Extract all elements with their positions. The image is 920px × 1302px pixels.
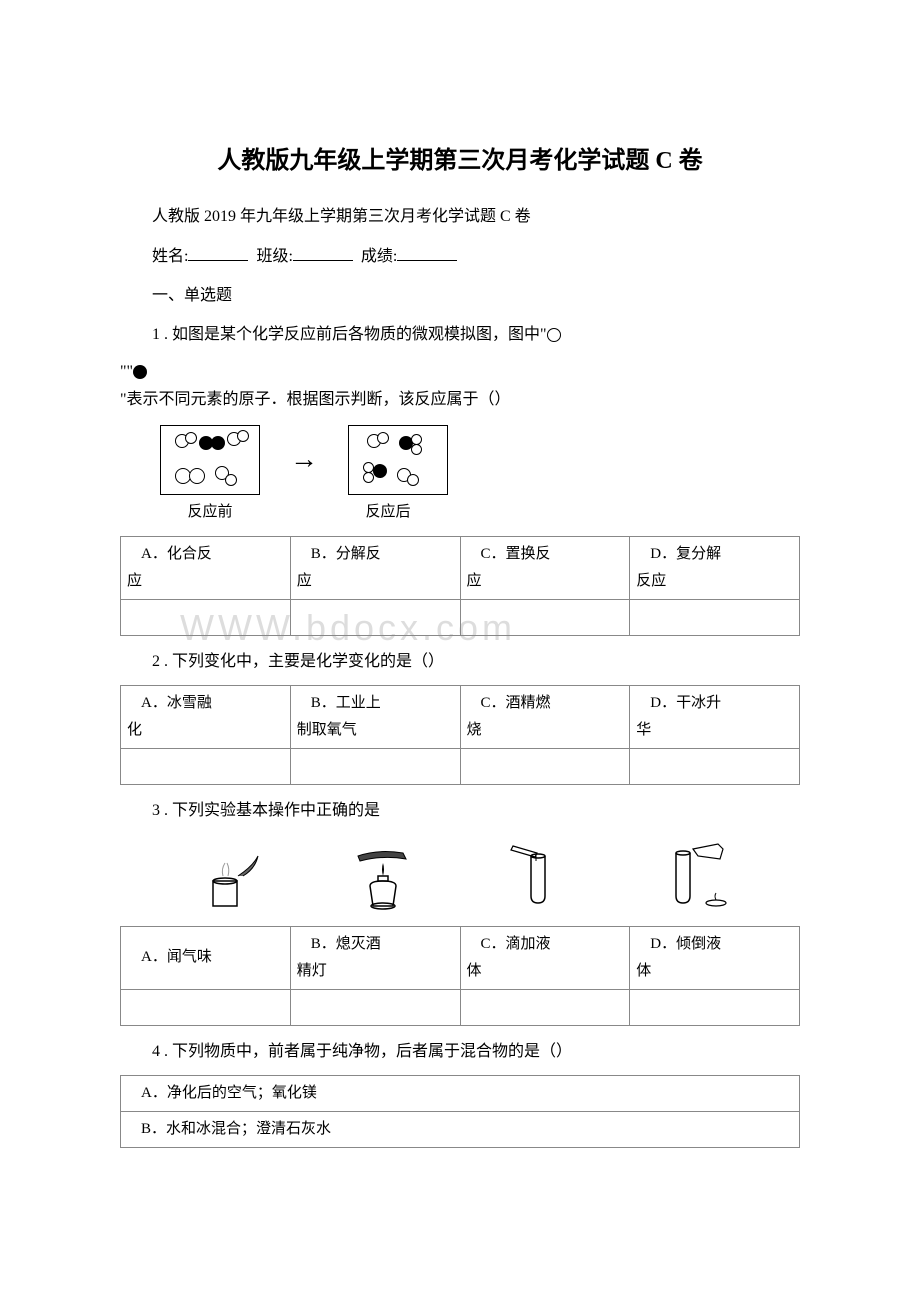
q4-stem: 4 . 下列物质中，前者属于纯净物，后者属于混合物的是（） xyxy=(120,1038,800,1067)
form-line: 姓名: 班级: 成绩: xyxy=(120,242,800,272)
q3-opt-b: B．熄灭酒精灯 xyxy=(290,926,460,989)
name-blank xyxy=(188,242,248,261)
reaction-diagram: → xyxy=(160,425,800,495)
score-label: 成绩: xyxy=(361,248,397,265)
diagram-labels: 反应前 反应后 xyxy=(160,499,800,526)
pour-liquid-icon xyxy=(648,841,738,911)
q2-opt-c: C．酒精燃烧 xyxy=(460,685,630,748)
black-atom-icon xyxy=(133,365,147,379)
section-heading: 一、单选题 xyxy=(120,282,800,311)
q1-options-table: A．化合反应 B．分解反应 C．置换反应 D．复分解反应 xyxy=(120,536,800,636)
subtitle: 人教版 2019 年九年级上学期第三次月考化学试题 C 卷 xyxy=(120,203,800,232)
class-blank xyxy=(293,242,353,261)
q3-options-table: A．闻气味 B．熄灭酒精灯 C．滴加液体 D．倾倒液体 xyxy=(120,926,800,1026)
q3-opt-a: A．闻气味 xyxy=(121,926,291,989)
after-box xyxy=(348,425,448,495)
q1-text-a: 1 . 如图是某个化学反应前后各物质的微观模拟图，图中" xyxy=(152,326,547,343)
q1-text-b: "" xyxy=(120,363,133,380)
q3-opt-c: C．滴加液体 xyxy=(460,926,630,989)
class-label: 班级: xyxy=(256,248,292,265)
white-atom-icon xyxy=(547,328,561,342)
q1-opt-c: C．置换反应 xyxy=(460,537,630,600)
q1-stem-line3: "表示不同元素的原子．根据图示判断，该反应属于（） xyxy=(120,386,800,415)
smell-gas-icon xyxy=(183,841,273,911)
q1-stem-line2: "" xyxy=(120,358,800,387)
score-blank xyxy=(397,242,457,261)
name-label: 姓名: xyxy=(152,248,188,265)
q3-images xyxy=(120,836,800,916)
q4-options-table: A．净化后的空气；氧化镁 B．水和冰混合；澄清石灰水 xyxy=(120,1075,800,1148)
q1-opt-a: A．化合反应 xyxy=(121,537,291,600)
q1-opt-b: B．分解反应 xyxy=(290,537,460,600)
extinguish-lamp-icon xyxy=(338,841,428,911)
q3-img-d xyxy=(638,836,748,916)
q3-img-b xyxy=(328,836,438,916)
q2-options-table: A．冰雪融化 B．工业上制取氧气 C．酒精燃烧 D．干冰升华 xyxy=(120,685,800,785)
before-label: 反应前 xyxy=(160,499,260,526)
page-title: 人教版九年级上学期第三次月考化学试题 C 卷 xyxy=(120,140,800,183)
q3-img-c xyxy=(483,836,593,916)
arrow-icon: → xyxy=(290,435,318,485)
before-box xyxy=(160,425,260,495)
q2-opt-b: B．工业上制取氧气 xyxy=(290,685,460,748)
add-drops-icon xyxy=(493,841,583,911)
q1-opt-d: D．复分解反应 xyxy=(630,537,800,600)
after-label: 反应后 xyxy=(338,499,438,526)
q2-opt-a: A．冰雪融化 xyxy=(121,685,291,748)
q3-img-a xyxy=(173,836,283,916)
q1-stem-line1: 1 . 如图是某个化学反应前后各物质的微观模拟图，图中" xyxy=(120,321,800,350)
q3-stem: 3 . 下列实验基本操作中正确的是 xyxy=(120,797,800,826)
q4-opt-b: B．水和冰混合；澄清石灰水 xyxy=(121,1111,800,1147)
q3-opt-d: D．倾倒液体 xyxy=(630,926,800,989)
q2-opt-d: D．干冰升华 xyxy=(630,685,800,748)
q4-opt-a: A．净化后的空气；氧化镁 xyxy=(121,1075,800,1111)
q2-stem: 2 . 下列变化中，主要是化学变化的是（） xyxy=(120,648,800,677)
